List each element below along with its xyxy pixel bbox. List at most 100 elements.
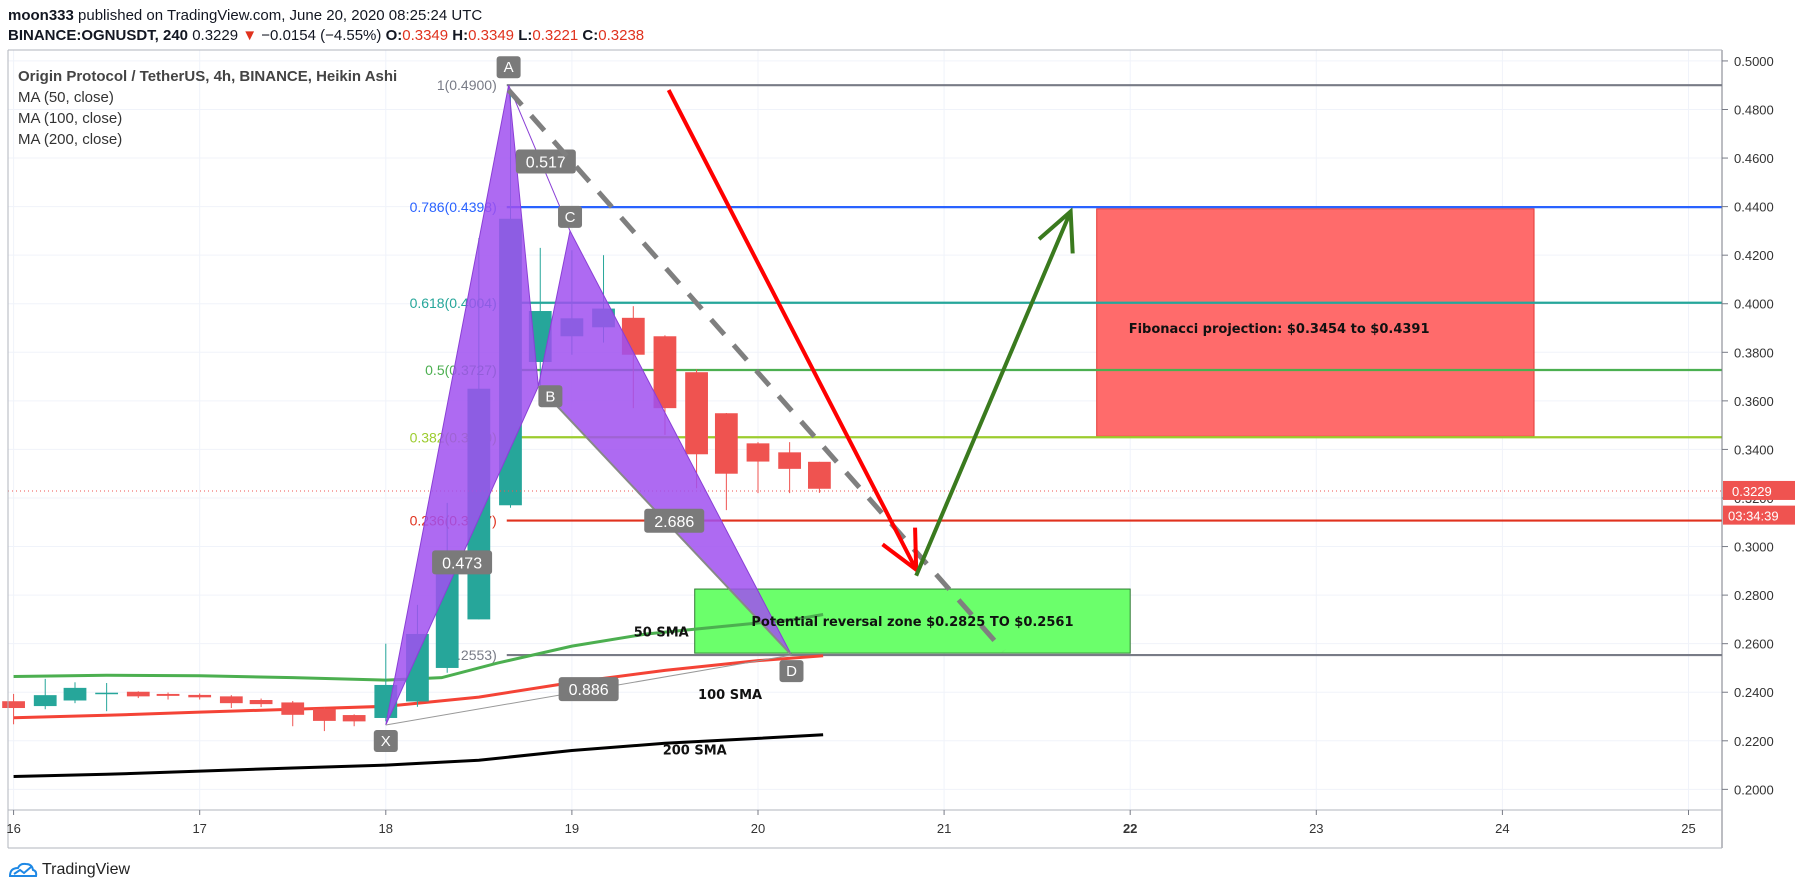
point-badge-x	[373, 730, 398, 753]
low-label: L:	[518, 27, 533, 44]
zone-label-0: Fibonacci projection: $0.3454 to $0.4391	[1129, 322, 1430, 337]
chart-header: moon333 published on TradingView.com, Ju…	[8, 6, 644, 46]
countdown-badge	[1723, 505, 1795, 525]
arrows-layer	[506, 88, 1075, 653]
point-label-a: A	[504, 59, 514, 76]
arrow-head-1	[1037, 207, 1075, 254]
tradingview-brand[interactable]: TradingView	[42, 861, 131, 878]
labels-layer: Fibonacci projection: $0.3454 to $0.4391…	[634, 322, 1430, 758]
x-tick-label-9: 25	[1681, 821, 1695, 836]
candle-body-23	[714, 413, 738, 474]
sma-annotation-2: 200 SMA	[663, 743, 727, 758]
candle-body-4	[126, 691, 150, 697]
fib-label-1: 0.786(0.4398)	[410, 199, 497, 215]
zone-label-1: Potential reversal zone $0.2825 TO $0.25…	[751, 615, 1073, 630]
point-badge-a	[496, 56, 521, 79]
candle-body-6	[188, 694, 212, 698]
x-tick-label-4: 20	[751, 821, 765, 836]
last-price-badge-text: 0.3229	[1732, 484, 1772, 499]
axes-layer: 0.2000 0.2200 0.2400 0.2600 0.2800 0.3000 0.32…	[6, 49, 1795, 849]
candle-body-22	[685, 372, 708, 455]
y-tick-label-2: 0.2400	[1734, 685, 1774, 700]
x-tick-label-1: 17	[192, 821, 206, 836]
legend-ma50[interactable]: MA (50, close)	[18, 89, 114, 106]
candle-body-9	[281, 702, 305, 715]
last-price: 0.3229	[192, 27, 239, 44]
candle-body-8	[249, 700, 273, 705]
legend-ma100[interactable]: MA (100, close)	[18, 110, 123, 127]
point-label-d: D	[786, 663, 797, 680]
candle-body-25	[778, 452, 802, 469]
y-tick-label-13: 0.4600	[1734, 151, 1774, 166]
arrow-shaft-1	[914, 210, 1073, 577]
symbol-line: BINANCE:OGNUSDT, 240 0.3229 ▼ −0.0154 (−…	[8, 26, 644, 46]
candle-body-21	[653, 336, 677, 409]
x-tick-label-8: 24	[1495, 821, 1509, 836]
symbol: BINANCE:OGNUSDT, 240	[8, 27, 189, 44]
zone-box-0	[1096, 208, 1535, 437]
point-label-b: B	[545, 388, 555, 405]
y-tick-label-8: 0.3600	[1734, 394, 1774, 409]
legend-ma200[interactable]: MA (200, close)	[18, 131, 123, 148]
down-arrow-icon: ▼	[242, 27, 258, 44]
candle-body-1	[33, 695, 57, 707]
y-tick-label-7: 0.3400	[1734, 442, 1774, 457]
ma-layer	[13, 613, 824, 778]
zones-layer	[694, 208, 1535, 654]
pattern-xab	[385, 85, 539, 726]
y-tick-label-14: 0.4800	[1734, 102, 1774, 117]
arrow-head-0	[881, 527, 919, 574]
author[interactable]: moon333	[8, 7, 74, 24]
low-value: 0.3221	[532, 27, 579, 44]
candle-body-5	[156, 693, 180, 696]
point-label-c: C	[565, 209, 576, 226]
pattern-bcd	[537, 229, 792, 656]
y-tick-label-9: 0.3800	[1734, 345, 1774, 360]
fib-label-0: 1(0.4900)	[437, 77, 497, 93]
last-price-badge	[1723, 480, 1795, 500]
arrow-shaft-0	[666, 89, 918, 571]
y-tick-label-5: 0.3000	[1734, 540, 1774, 555]
ratio-badge-1	[432, 550, 493, 575]
countdown-badge-text: 03:34:39	[1728, 509, 1779, 524]
ratio-badge-2	[644, 508, 705, 533]
x-tick-label-3: 19	[565, 821, 579, 836]
ma-line-2	[13, 733, 824, 778]
open-label: O:	[385, 27, 403, 44]
candle-body-26	[808, 461, 831, 489]
legend-title[interactable]: Origin Protocol / TetherUS, 4h, BINANCE,…	[18, 68, 398, 85]
candle-body-3	[95, 692, 119, 695]
y-tick-label-10: 0.4000	[1734, 297, 1774, 312]
tradingview-logo-icon	[8, 862, 38, 877]
y-tick-label-1: 0.2200	[1734, 734, 1774, 749]
sma-annotation-0: 50 SMA	[634, 626, 689, 641]
ratio-badge-3	[558, 677, 619, 702]
candle-body-24	[746, 443, 770, 462]
point-label-x: X	[381, 733, 391, 750]
ratio-label-3: 0.886	[569, 682, 609, 699]
ma-line-0	[13, 613, 824, 682]
x-tick-label-7: 23	[1309, 821, 1323, 836]
candle-body-11	[342, 715, 366, 722]
y-tick-label-0: 0.2000	[1734, 782, 1774, 797]
close-label: C:	[582, 27, 599, 44]
candle-body-7	[219, 696, 243, 704]
candle-body-0	[2, 701, 25, 709]
close-value: 0.3238	[598, 27, 645, 44]
high-value: 0.3349	[468, 27, 515, 44]
ma-line-1	[13, 654, 824, 720]
point-badge-c	[558, 205, 583, 228]
indicator-legend: Origin Protocol / TetherUS, 4h, BINANCE,…	[18, 66, 397, 150]
y-tick-label-4: 0.2800	[1734, 588, 1774, 603]
price-change: −0.0154 (−4.55%)	[261, 27, 382, 44]
y-tick-label-3: 0.2600	[1734, 637, 1774, 652]
sma-annotation-1: 100 SMA	[698, 688, 762, 703]
x-tick-label-2: 18	[379, 821, 393, 836]
publish-line: moon333 published on TradingView.com, Ju…	[8, 6, 644, 26]
point-badge-b	[538, 385, 563, 408]
x-tick-label-0: 16	[6, 821, 20, 836]
fib-layer: 1(0.4900)0.786(0.4398)0.618(0.4004)0.5(0…	[410, 77, 1722, 663]
harmonic-pattern-layer: X A B C D 0.517 0.473 2.686 0.886	[373, 56, 804, 753]
open-value: 0.3349	[402, 27, 449, 44]
